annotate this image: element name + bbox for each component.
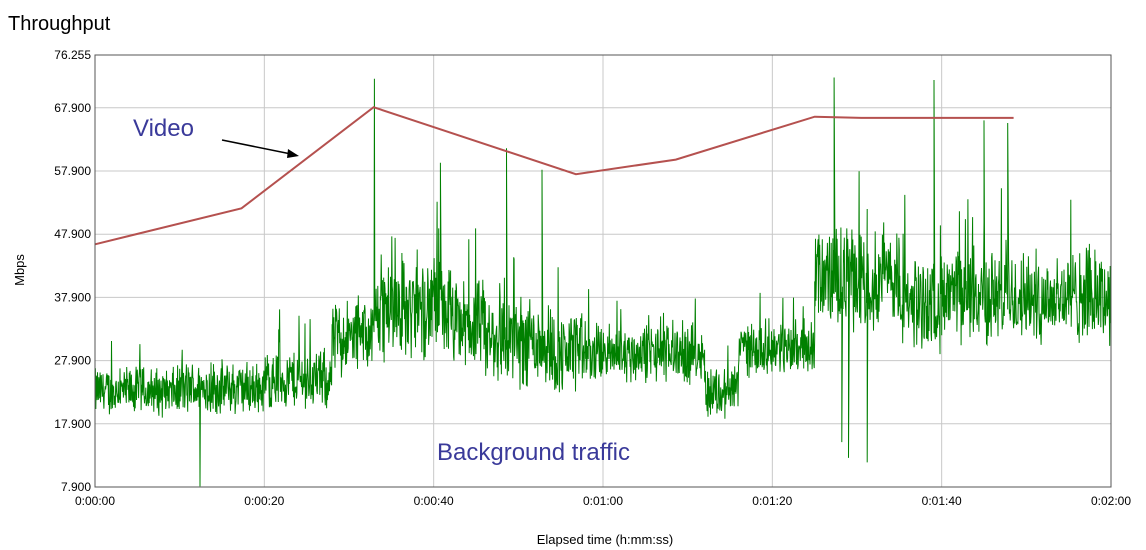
y-tick-label: 57.900 [54,164,91,178]
background-traffic-annotation: Background traffic [437,439,630,466]
x-tick-label: 0:02:00 [1091,494,1131,508]
arrowhead-icon [287,149,299,158]
video-series [94,106,1014,246]
y-tick-label: 67.900 [54,101,91,115]
x-tick-labels: 0:00:00 0:00:20 0:00:40 0:01:00 0:01:20 0:01:… [75,494,1131,508]
x-tick-label: 0:01:00 [583,494,623,508]
chart-title: Throughput [8,13,111,35]
x-tick-label: 0:01:40 [922,494,962,508]
plot-frame [94,54,1112,488]
x-tick-label: 0:00:00 [75,494,115,508]
y-tick-label: 27.900 [54,354,91,368]
x-tick-label: 0:00:40 [414,494,454,508]
y-axis-label: Mbps [12,254,27,286]
y-tick-label: 7.900 [61,480,91,494]
background-traffic-line [94,77,1112,487]
x-tick-label: 0:01:20 [752,494,792,508]
background-traffic-series [94,77,1112,487]
y-tick-label: 47.900 [54,227,91,241]
x-axis-label: Elapsed time (h:mm:ss) [537,532,674,547]
video-annotation-arrow-line [221,139,297,156]
y-tick-label: 17.900 [54,417,91,431]
video-line [94,106,1014,246]
y-tick-labels: 7.900 17.900 27.900 37.900 47.900 57.900 67.90… [54,48,91,494]
y-tick-label: 37.900 [54,290,91,304]
video-annotation: Video [133,115,194,142]
x-tick-label: 0:00:20 [244,494,284,508]
y-tick-label: 76.255 [54,48,91,62]
